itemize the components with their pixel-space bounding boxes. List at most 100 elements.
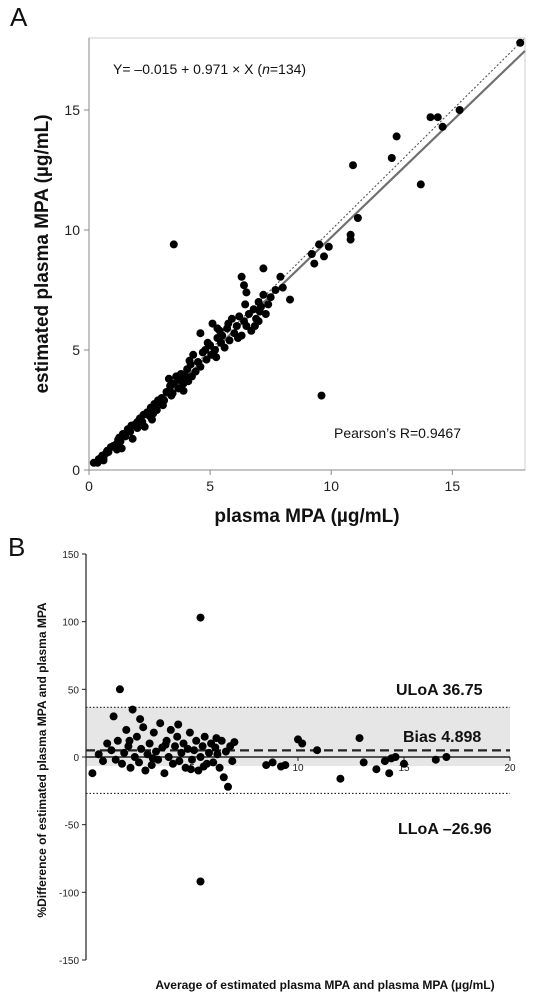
- data-point: [188, 755, 196, 764]
- panel-a-data-points: [89, 38, 525, 467]
- data-point: [232, 322, 241, 330]
- panel-a-y-axis-title: estimated plasma MPA (µg/mL): [32, 114, 53, 393]
- x-tick-label: 0: [85, 478, 93, 494]
- data-point: [224, 782, 232, 791]
- data-point: [278, 283, 287, 292]
- data-point: [353, 214, 362, 222]
- data-point: [179, 739, 188, 748]
- panel-a-pearson-r: Pearson’s R=0.9467: [334, 425, 461, 441]
- data-point: [359, 758, 368, 767]
- data-point: [264, 300, 273, 309]
- data-point: [320, 252, 328, 261]
- data-point: [183, 744, 192, 753]
- x-tick-label: 10: [292, 763, 304, 774]
- data-point: [324, 242, 333, 251]
- data-point: [336, 774, 345, 783]
- panel-b-x-axis-title: Average of estimated plasma MPA and plas…: [155, 978, 494, 992]
- data-point: [208, 319, 217, 328]
- data-point: [115, 685, 124, 694]
- data-point: [168, 389, 177, 398]
- panel-b-data-points: [88, 613, 451, 886]
- data-point: [190, 746, 199, 755]
- data-point: [431, 755, 440, 764]
- data-point: [220, 343, 229, 352]
- data-point: [125, 736, 134, 745]
- data-point: [141, 766, 150, 775]
- y-tick-label: 10: [64, 222, 80, 238]
- data-point: [117, 444, 126, 453]
- y-tick-label: 5: [72, 342, 80, 358]
- data-point: [185, 728, 194, 737]
- bias-label: Bias 4.898: [403, 729, 481, 746]
- lloa-label: LLoA –26.96: [398, 821, 492, 838]
- data-point: [196, 613, 205, 622]
- data-point: [392, 132, 401, 141]
- data-point: [317, 391, 326, 400]
- x-tick-label: 20: [504, 763, 516, 774]
- data-point: [169, 240, 178, 249]
- data-point: [211, 743, 220, 752]
- data-point: [242, 322, 251, 330]
- x-tick-label: 15: [398, 763, 410, 774]
- data-point: [206, 341, 215, 350]
- data-point: [237, 272, 246, 281]
- panel-a-ticks: 0 5 10 15 0 5 10 15: [64, 102, 460, 494]
- panel-a-scatter-plot: A 0 5 10 15 0 5 10 15 Y= –0.015 + 0.971 × X (n=…: [10, 2, 526, 527]
- data-point: [442, 753, 451, 761]
- data-point: [137, 744, 146, 753]
- data-point: [120, 748, 129, 757]
- data-point: [198, 742, 207, 751]
- data-point: [149, 728, 158, 737]
- data-point: [241, 300, 250, 309]
- equation-n: n: [262, 61, 270, 77]
- data-point: [250, 322, 259, 330]
- data-point: [122, 725, 131, 734]
- data-point: [349, 161, 357, 170]
- data-point: [215, 763, 224, 772]
- data-point: [196, 329, 205, 338]
- equation-suffix: =134): [270, 61, 306, 77]
- data-point: [276, 272, 285, 281]
- data-point: [128, 705, 137, 714]
- data-point: [149, 409, 158, 418]
- data-point: [168, 759, 177, 768]
- data-point: [111, 755, 120, 764]
- y-tick-label: -100: [59, 888, 79, 899]
- data-point: [107, 746, 116, 755]
- data-point: [259, 290, 268, 299]
- data-point: [286, 295, 294, 304]
- data-point: [147, 761, 156, 770]
- data-point: [433, 113, 442, 122]
- data-point: [145, 739, 154, 748]
- data-point: [109, 712, 118, 721]
- x-tick-label: 15: [445, 478, 461, 494]
- data-point: [298, 739, 307, 748]
- data-point: [136, 715, 145, 724]
- equation-text: Y= –0.015 + 0.971 × X (: [113, 61, 262, 77]
- data-point: [88, 769, 97, 778]
- data-point: [262, 761, 271, 770]
- data-point: [156, 719, 165, 728]
- data-point: [391, 753, 400, 761]
- data-point: [135, 758, 143, 767]
- data-point: [271, 286, 280, 294]
- data-point: [218, 331, 227, 340]
- y-tick-label: 100: [62, 618, 79, 629]
- uloa-label: ULoA 36.75: [396, 682, 483, 699]
- data-point: [355, 734, 364, 743]
- data-point: [200, 732, 209, 741]
- data-point: [175, 757, 184, 766]
- data-point: [416, 180, 425, 189]
- data-point: [516, 38, 525, 47]
- data-point: [385, 769, 394, 778]
- data-point: [209, 758, 218, 767]
- data-point: [249, 305, 258, 314]
- data-point: [205, 748, 213, 757]
- data-point: [171, 742, 179, 751]
- data-point: [103, 739, 112, 748]
- data-point: [242, 288, 251, 297]
- data-point: [307, 250, 316, 258]
- data-point: [99, 456, 108, 465]
- data-point: [164, 374, 173, 383]
